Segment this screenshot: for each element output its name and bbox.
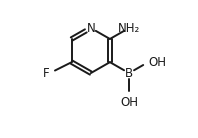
Text: OH: OH [120,96,138,109]
Text: F: F [43,67,50,80]
Text: OH: OH [148,56,166,69]
Text: NH₂: NH₂ [118,22,140,34]
Text: N: N [87,22,95,34]
Text: B: B [125,67,133,80]
